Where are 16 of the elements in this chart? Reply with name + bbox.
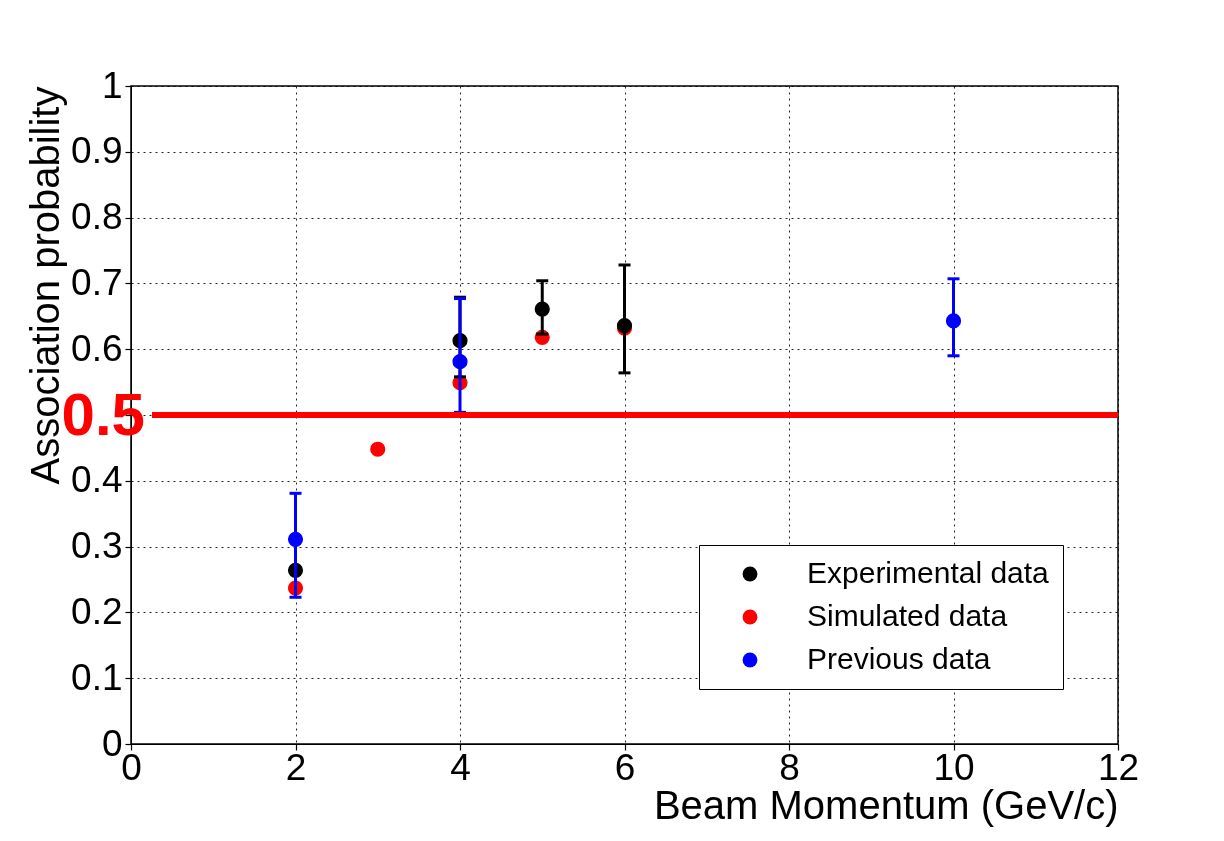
y-tick-label: 0.9 <box>71 130 123 172</box>
legend-label: Previous data <box>807 642 991 675</box>
x-tick-label: 6 <box>614 746 636 788</box>
y-tick-label: 0.6 <box>71 327 123 369</box>
point <box>370 441 386 457</box>
y-tick-label: 0.8 <box>71 196 123 238</box>
y-tick-label: 0.2 <box>71 590 123 632</box>
y-tick-label: 0.3 <box>71 525 123 567</box>
legend-label: Experimental data <box>807 556 1050 589</box>
x-tick-label: 2 <box>285 746 307 788</box>
y-tick-label: 0.1 <box>71 656 123 698</box>
x-tick-label: 4 <box>450 746 471 788</box>
y-tick-label: 1 <box>101 64 123 106</box>
y-tick-label: 0.4 <box>71 459 123 501</box>
legend-label: Simulated data <box>807 599 1008 632</box>
y-tick-label: 0.7 <box>71 261 123 303</box>
